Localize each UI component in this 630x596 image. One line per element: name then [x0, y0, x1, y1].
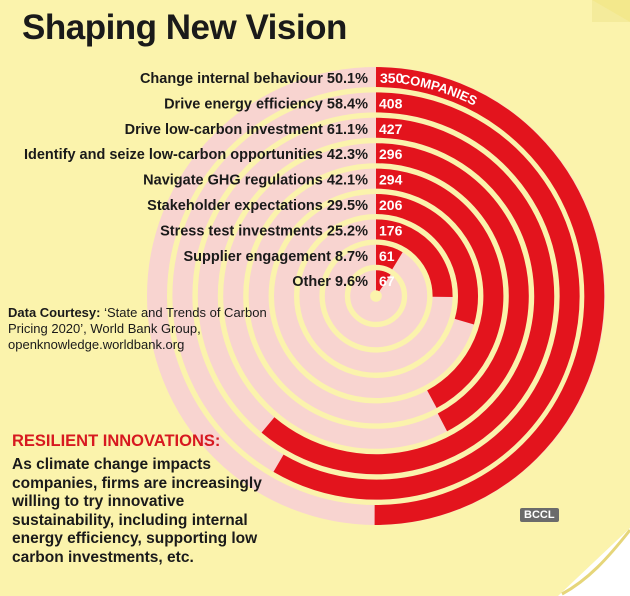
category-labels: Change internal behaviour 50.1% Drive ene…	[24, 71, 368, 290]
ring-track	[324, 244, 428, 348]
ring-bars	[261, 67, 605, 526]
category-label: Stakeholder expectations 29.5%	[147, 198, 368, 214]
chart-title: Shaping New Vision	[22, 8, 347, 47]
category-label: Stress test investments 25.2%	[160, 223, 368, 239]
category-label: Change internal behaviour 50.1%	[140, 71, 368, 87]
publisher-watermark: BCCL	[520, 508, 559, 522]
count-label: 427	[379, 121, 403, 137]
ring-bar	[375, 194, 478, 325]
category-label: Drive energy efficiency 58.4%	[164, 96, 368, 112]
ring-bar	[375, 219, 453, 298]
count-label: 408	[379, 95, 403, 111]
ring-bar	[375, 168, 504, 409]
category-label: Other 9.6%	[292, 274, 368, 290]
source-text: ‘State and Trends of Carbon Pricing 2020…	[8, 305, 267, 352]
resilient-heading: RESILIENT INNOVATIONS:	[12, 432, 221, 450]
source-label: Data Courtesy:	[8, 305, 101, 320]
ring-bar	[374, 67, 605, 526]
count-label: 206	[379, 197, 403, 213]
count-label: 296	[379, 146, 403, 162]
category-label: Drive low-carbon investment 61.1%	[125, 122, 368, 138]
count-label: 61	[379, 248, 395, 264]
ring-bar	[273, 92, 580, 500]
category-label: Navigate GHG regulations 42.1%	[143, 173, 368, 189]
ring-bar	[261, 117, 555, 475]
resilient-body: As climate change impacts companies, fir…	[12, 456, 262, 566]
ring-bar	[375, 270, 391, 292]
count-label: 350	[380, 70, 404, 86]
count-label: 294	[379, 172, 403, 188]
ring-bar	[375, 244, 403, 270]
page-curl-decoration	[592, 0, 630, 22]
data-source-note: Data Courtesy: ‘State and Trends of Carb…	[8, 305, 268, 353]
page-curl-bottom-decoration	[558, 528, 630, 596]
category-label: Supplier engagement 8.7%	[183, 249, 368, 265]
category-label: Identify and seize low-carbon opportunit…	[24, 147, 368, 163]
count-label: 176	[379, 222, 403, 238]
ring-bar	[375, 143, 529, 432]
count-label: 67	[379, 273, 395, 289]
